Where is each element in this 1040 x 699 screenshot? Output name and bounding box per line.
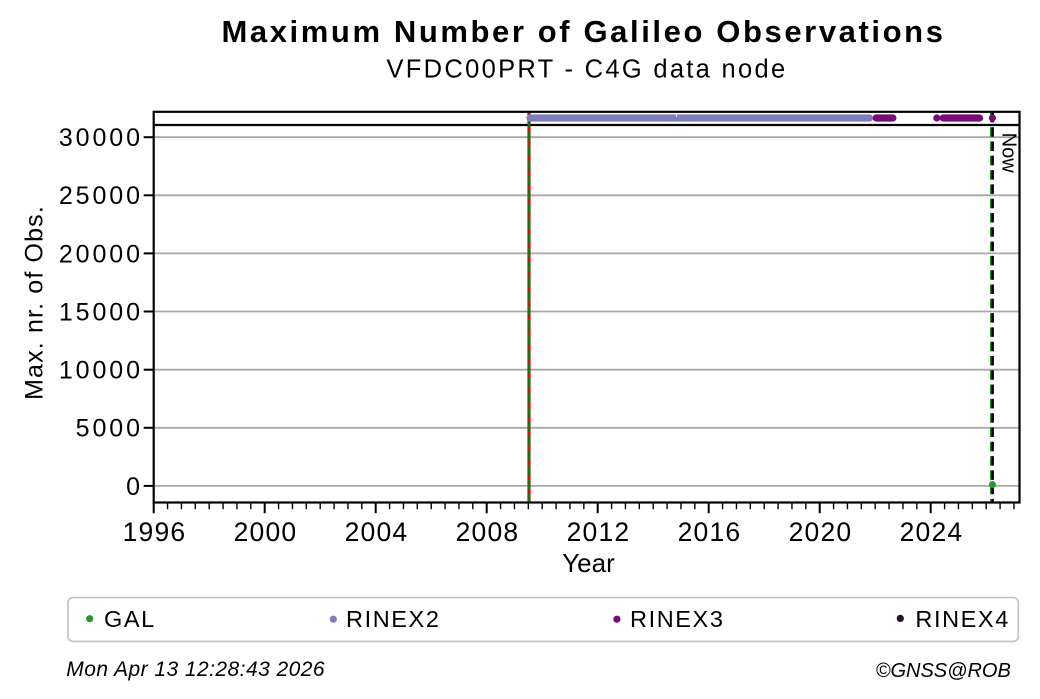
- svg-text:RINEX2: RINEX2: [346, 606, 441, 632]
- svg-text:2012: 2012: [567, 517, 631, 547]
- svg-text:10000: 10000: [59, 357, 143, 385]
- svg-text:Maximum Number of Galileo Obse: Maximum Number of Galileo Observations: [221, 14, 945, 49]
- svg-text:RINEX4: RINEX4: [915, 606, 1010, 632]
- svg-text:VFDC00PRT - C4G data node: VFDC00PRT - C4G data node: [387, 56, 788, 84]
- svg-text:RINEX3: RINEX3: [630, 606, 725, 632]
- svg-text:15000: 15000: [59, 298, 143, 326]
- svg-text:GAL: GAL: [104, 606, 156, 632]
- svg-text:Max. nr. of Obs.: Max. nr. of Obs.: [21, 205, 49, 400]
- svg-text:30000: 30000: [59, 124, 143, 152]
- svg-text:2020: 2020: [789, 517, 853, 547]
- svg-text:2024: 2024: [900, 517, 964, 547]
- svg-text:25000: 25000: [59, 182, 143, 210]
- svg-text:2016: 2016: [678, 517, 742, 547]
- svg-text:1996: 1996: [123, 517, 187, 547]
- svg-text:2000: 2000: [234, 517, 298, 547]
- svg-text:5000: 5000: [76, 415, 143, 443]
- svg-text:2004: 2004: [345, 517, 409, 547]
- svg-text:Year: Year: [562, 548, 615, 578]
- svg-text:Mon Apr 13 12:28:43 2026: Mon Apr 13 12:28:43 2026: [66, 658, 325, 681]
- svg-text:©GNSS@ROB: ©GNSS@ROB: [876, 660, 1011, 682]
- svg-text:0: 0: [126, 473, 143, 501]
- svg-text:Now: Now: [997, 133, 1019, 174]
- svg-text:2008: 2008: [456, 517, 520, 547]
- svg-text:20000: 20000: [59, 240, 143, 268]
